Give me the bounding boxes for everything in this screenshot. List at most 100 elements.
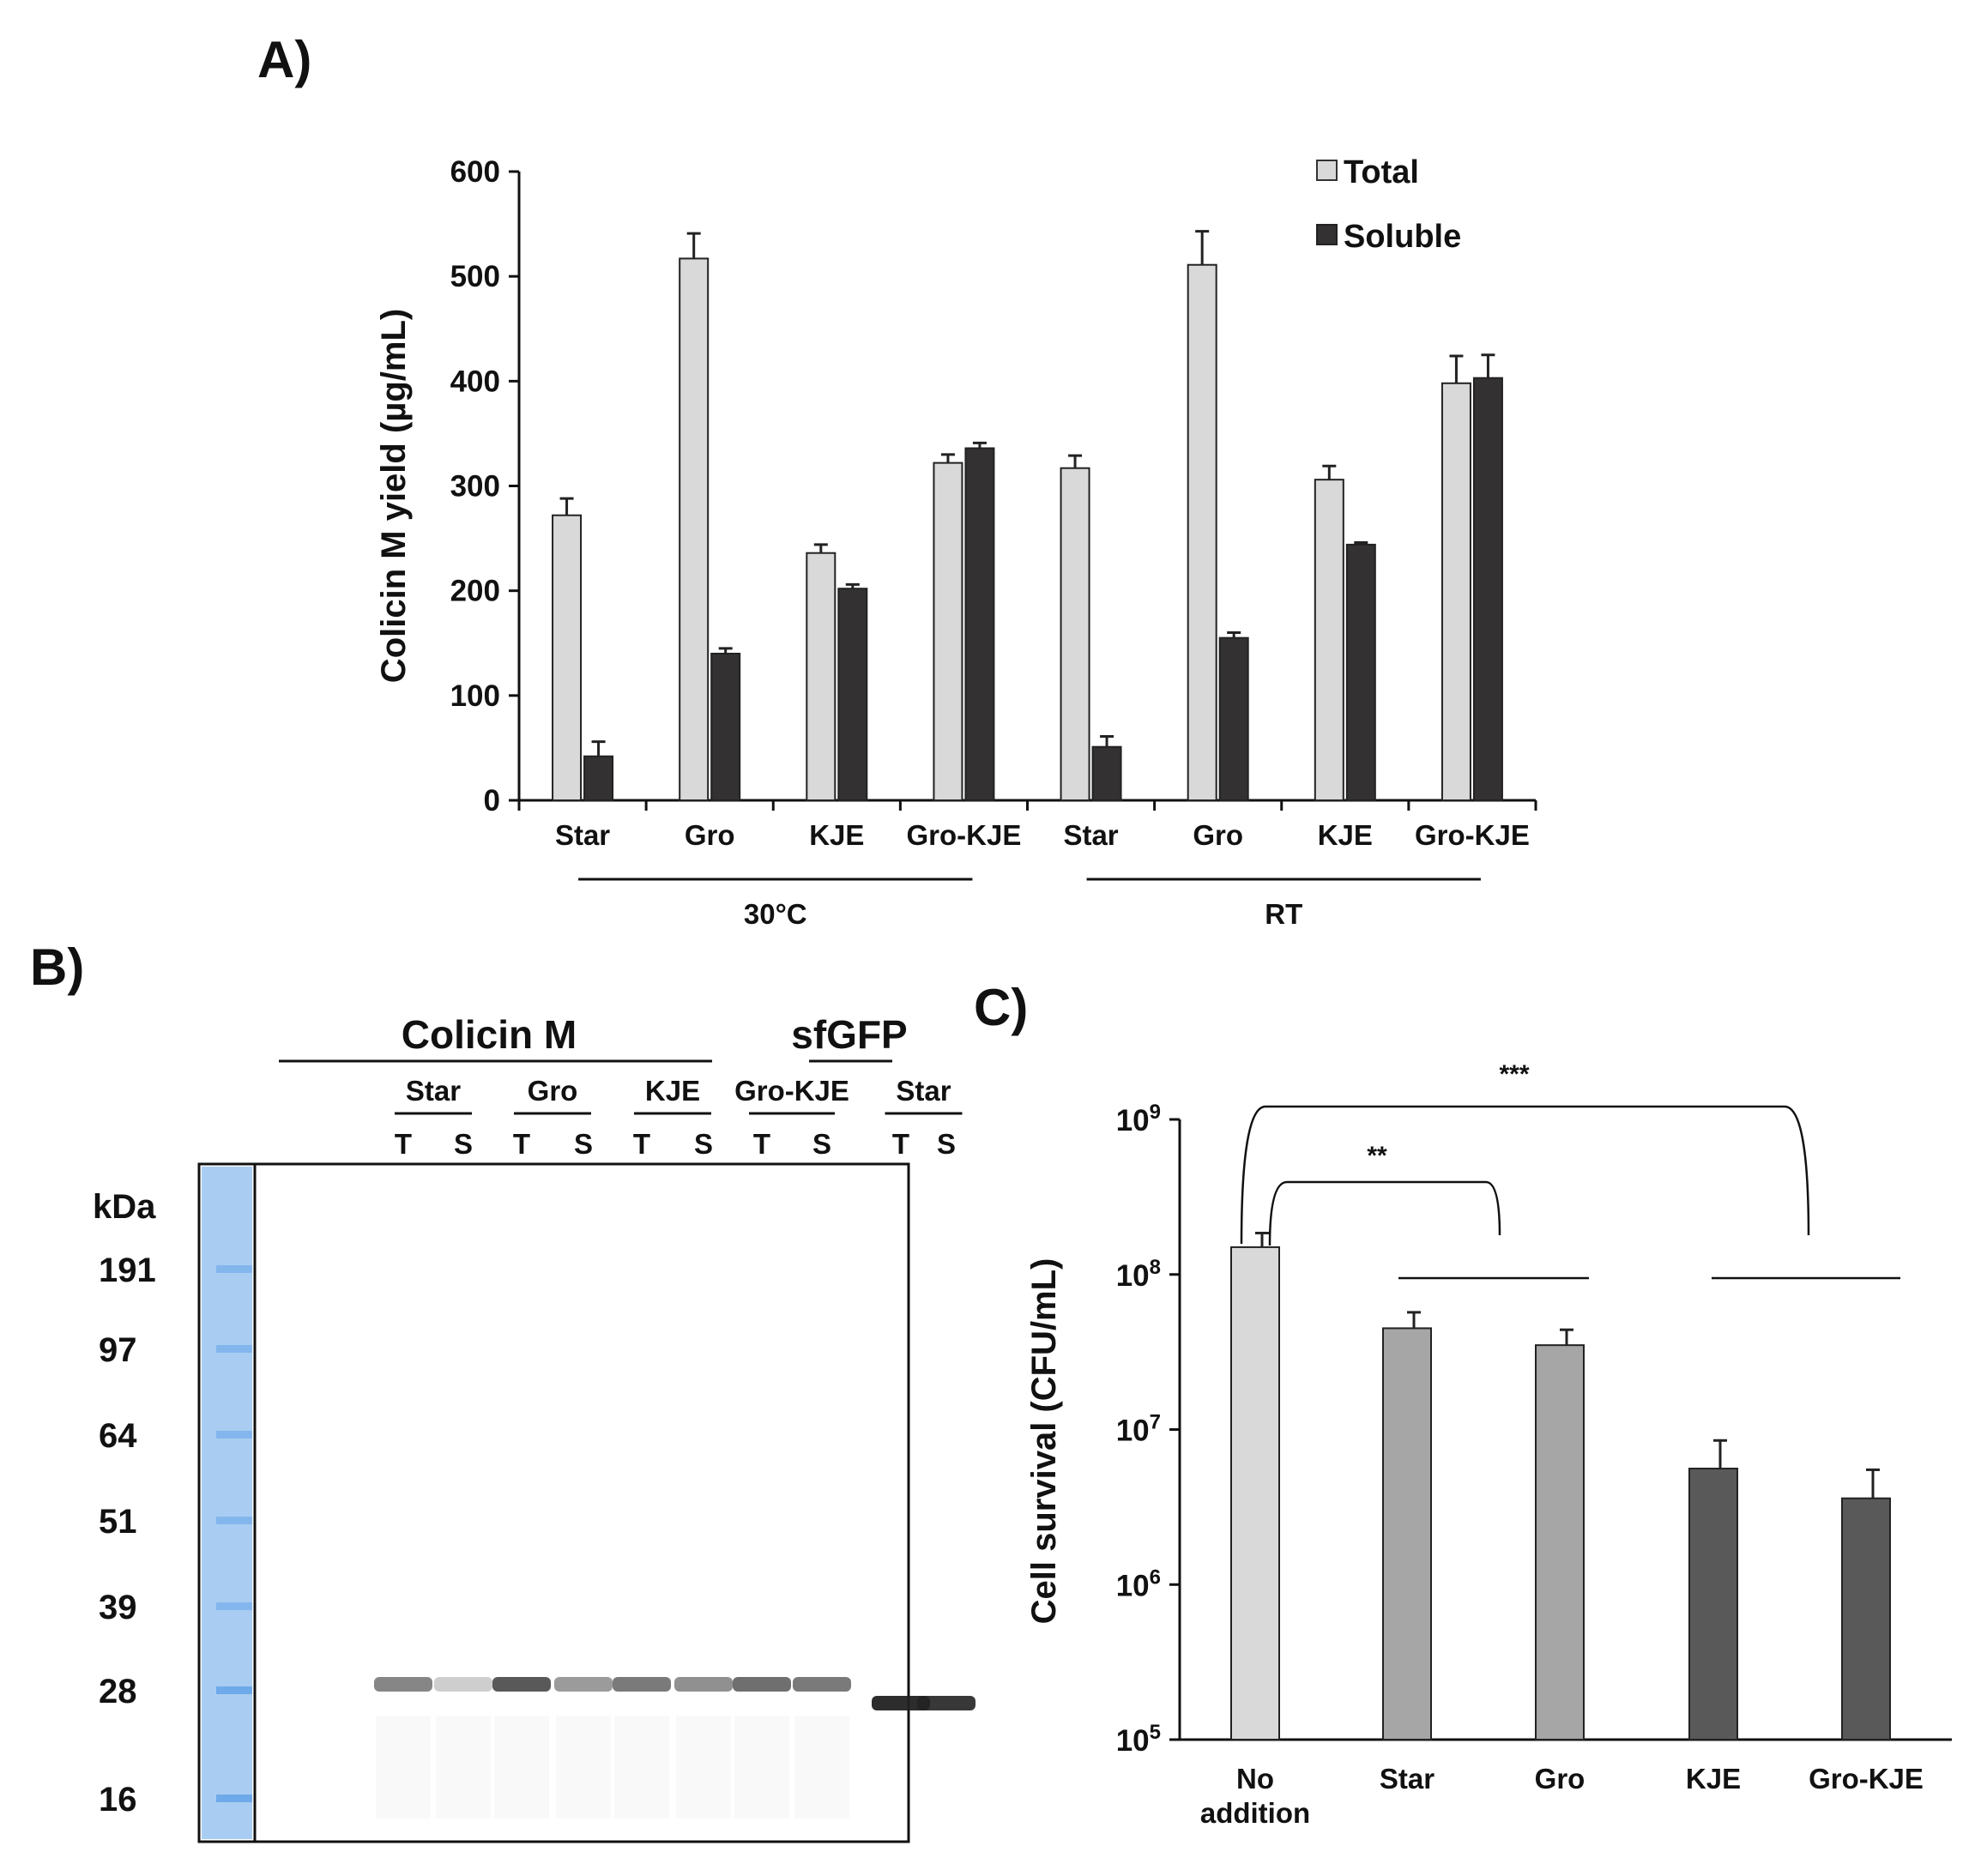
significance-bracket-inner — [1268, 1180, 1501, 1246]
gel-lane-label: T — [395, 1128, 412, 1160]
gel-header-colicin-m: Colicin M — [402, 1012, 577, 1057]
gel-lane-label: S — [454, 1128, 473, 1160]
gel-band — [674, 1677, 733, 1692]
bar-soluble — [710, 652, 741, 802]
chart-a-category-label: KJE — [1318, 819, 1373, 851]
significance-label-outer: *** — [1499, 1060, 1529, 1089]
chart-c-category-label: Gro — [1535, 1763, 1585, 1795]
gel-marker-label: 64 — [99, 1417, 137, 1455]
gel-ladder-band — [216, 1795, 252, 1802]
gel-ladder-band — [216, 1686, 252, 1694]
chart-c-axes: 105 106 107 108 109 — [1116, 1101, 1952, 1758]
chart-a-y-tick-label: 100 — [450, 679, 500, 713]
gel-ladder-band — [216, 1431, 252, 1439]
chart-a-category-label: Gro-KJE — [907, 819, 1022, 851]
gel-lane-smear — [734, 1716, 789, 1819]
bar-cell-survival — [1535, 1344, 1585, 1740]
chart-a-category-label: Gro — [685, 819, 735, 851]
panel-label-a: A) — [257, 31, 311, 88]
gel-lane-label: T — [513, 1128, 530, 1160]
chart-a-bars — [552, 230, 1503, 802]
gel-ladder-bands — [216, 1265, 252, 1802]
gel-ladder-band — [216, 1602, 252, 1610]
bar-soluble — [1472, 377, 1503, 801]
chart-c: Cell survival (CFU/mL) 105 106 107 108 109 N… — [1025, 1060, 1952, 1829]
gel-group-label: Star — [406, 1075, 461, 1107]
gel-ladder-band — [216, 1517, 252, 1524]
gel-band — [492, 1677, 551, 1692]
gel-marker-labels: 191 97 64 51 39 28 16 — [99, 1252, 156, 1819]
gel-lane-label: S — [812, 1128, 831, 1160]
gel-marker-label: 191 — [99, 1252, 156, 1289]
gel-band — [733, 1677, 791, 1692]
chart-a-y-axis-label: Colicin M yield (µg/mL) — [375, 309, 413, 683]
bar-total — [679, 257, 710, 802]
gel-lane-label: T — [892, 1128, 909, 1160]
chart-a-category-label: KJE — [809, 819, 864, 851]
bar-total — [933, 461, 963, 802]
chart-a-y-tick-label: 500 — [450, 260, 500, 293]
bar-soluble — [583, 755, 614, 802]
chart-a: Colicin M yield (µg/mL) 0 100 200 300 400 500… — [375, 154, 1537, 930]
bar-total — [1060, 467, 1090, 802]
chart-c-category-label: Star — [1380, 1763, 1434, 1795]
gel-ladder-stain — [202, 1167, 252, 1839]
significance-label-inner: ** — [1367, 1142, 1387, 1170]
bar-soluble — [964, 447, 995, 802]
gel-ladder-band — [216, 1345, 252, 1353]
gel-band — [613, 1677, 671, 1692]
bar-cell-survival — [1841, 1497, 1891, 1741]
bar-total — [1441, 382, 1471, 801]
bar-total — [1314, 479, 1344, 801]
bar-total — [1187, 263, 1217, 801]
chart-c-y-tick-label: 106 — [1116, 1565, 1161, 1602]
chart-c-category-label: addition — [1200, 1797, 1310, 1829]
gel-marker-label: 28 — [99, 1673, 137, 1710]
chart-a-group-label: RT — [1265, 898, 1302, 930]
gel-band — [872, 1696, 930, 1710]
gel-header-sfgfp: sfGFP — [791, 1012, 907, 1057]
bar-cell-survival — [1382, 1327, 1432, 1741]
legend-soluble-swatch — [1316, 224, 1338, 245]
gel-band — [917, 1696, 975, 1710]
gel-bands — [374, 1677, 975, 1819]
bar-soluble — [837, 588, 868, 801]
gel-band — [793, 1677, 851, 1692]
chart-a-y-tick-label: 200 — [450, 575, 500, 608]
chart-a-category-label: Gro — [1193, 819, 1243, 851]
chart-c-y-tick-label: 105 — [1116, 1721, 1161, 1758]
gel-lane-smear — [676, 1716, 731, 1819]
gel-group-label: KJE — [645, 1075, 700, 1107]
gel-marker-label: 97 — [99, 1331, 137, 1369]
bar-soluble — [1345, 543, 1376, 801]
chart-c-y-tick-label: 108 — [1116, 1256, 1161, 1293]
legend-soluble-label: Soluble — [1344, 219, 1461, 255]
gel-lane-label: S — [574, 1128, 593, 1160]
gel-lane-smear — [794, 1716, 849, 1819]
chart-a-category-label: Star — [1063, 819, 1118, 851]
gel-lane-label: T — [633, 1128, 650, 1160]
chart-a-legend: Total Soluble — [1316, 154, 1461, 255]
legend-total-swatch — [1316, 160, 1338, 181]
bar-soluble — [1218, 636, 1249, 801]
panel-label-b: B) — [30, 938, 84, 996]
bar-cell-survival — [1230, 1246, 1280, 1740]
gel-marker-label: 39 — [99, 1589, 137, 1626]
chart-a-category-label: Gro-KJE — [1415, 819, 1530, 851]
gel-lane-smear — [494, 1716, 549, 1819]
chart-a-group-label: 30°C — [744, 898, 807, 930]
chart-c-category-label: No — [1236, 1763, 1274, 1795]
gel-group-label: Gro-KJE — [734, 1075, 849, 1107]
gel-marker-label: 16 — [99, 1781, 137, 1819]
chart-a-category-labels: Star Gro KJE Gro-KJE Star Gro KJE Gro-KJE — [555, 819, 1530, 851]
gel-group-labels: Star Gro KJE Gro-KJE Star — [395, 1075, 963, 1115]
gel-lane-smear — [376, 1716, 431, 1819]
chart-c-y-tick-label: 109 — [1116, 1101, 1161, 1137]
gel-band — [434, 1677, 492, 1692]
chart-a-y-tick-label: 0 — [484, 784, 500, 817]
gel-lane-smear — [614, 1716, 669, 1819]
